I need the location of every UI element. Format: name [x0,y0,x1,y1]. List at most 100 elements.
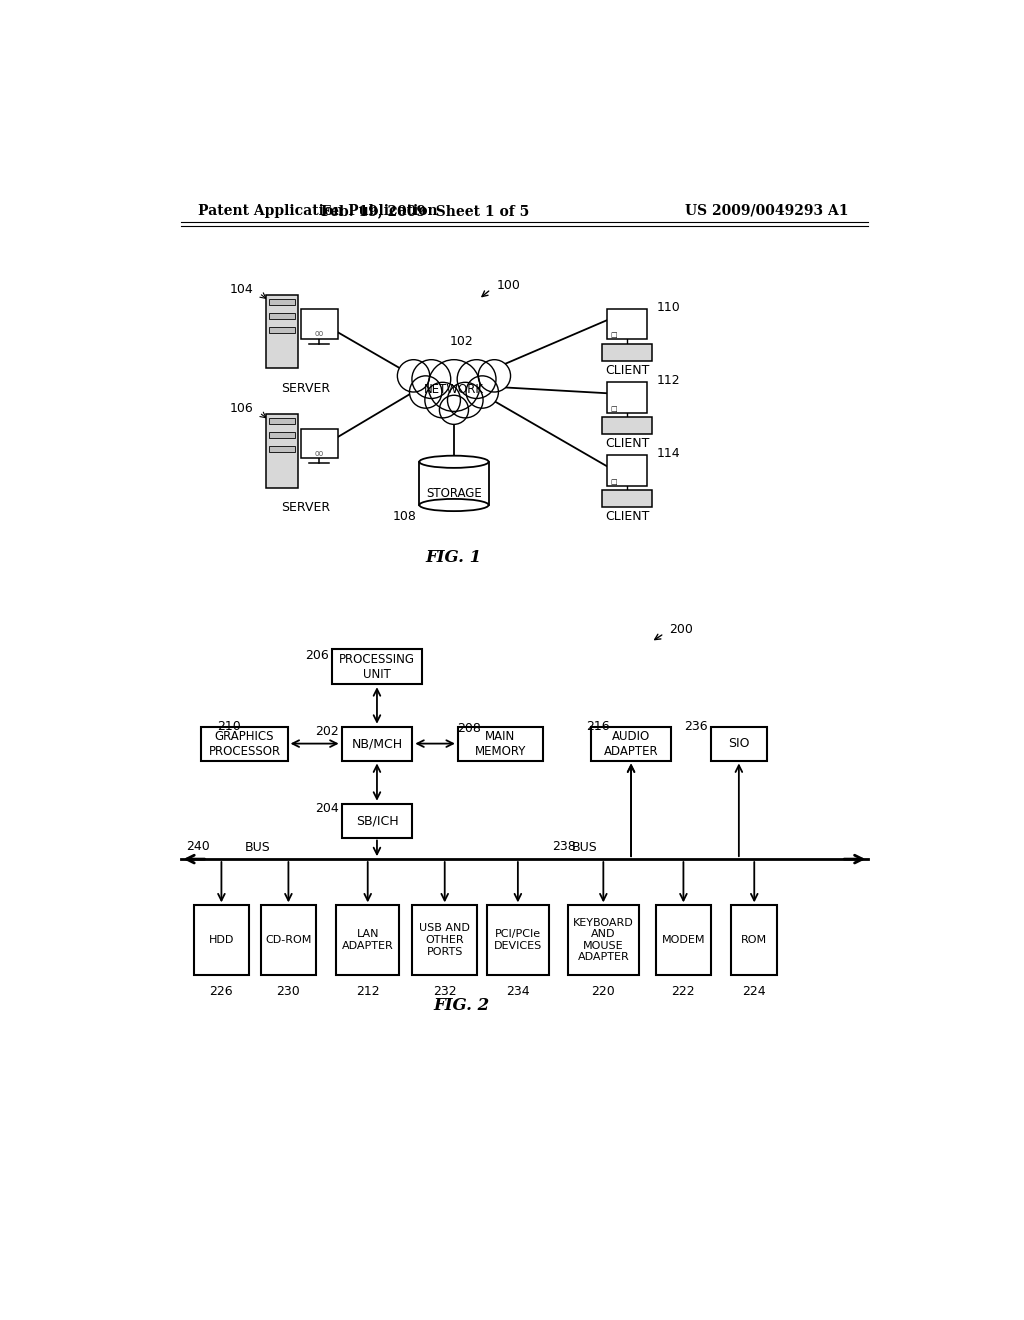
Text: 114: 114 [656,446,680,459]
Text: ROM: ROM [741,935,767,945]
Text: 238: 238 [553,840,577,853]
Text: 222: 222 [672,985,695,998]
Text: USB AND
OTHER
PORTS: USB AND OTHER PORTS [419,924,470,957]
Text: 212: 212 [356,985,380,998]
Bar [269,432,295,438]
Text: 216: 216 [587,721,610,733]
Text: STORAGE: STORAGE [426,487,482,500]
Bar [269,313,295,319]
Text: 232: 232 [433,985,457,998]
Text: SB/ICH: SB/ICH [355,814,398,828]
Text: 208: 208 [457,722,481,735]
Text: 226: 226 [210,985,233,998]
Text: KEYBOARD
AND
MOUSE
ADAPTER: KEYBOARD AND MOUSE ADAPTER [573,917,634,962]
Text: 206: 206 [305,648,330,661]
Text: 210: 210 [217,721,241,733]
Bar [342,726,413,760]
Bar [655,906,711,974]
Circle shape [412,359,451,399]
Text: 220: 220 [592,985,615,998]
Bar [269,446,295,453]
Text: NETWORK: NETWORK [424,383,484,396]
Bar [266,296,298,368]
Text: SIO: SIO [728,737,750,750]
Circle shape [428,359,480,412]
Text: 110: 110 [656,301,680,314]
Text: 112: 112 [656,374,680,387]
Bar [602,417,652,434]
Text: US 2009/0049293 A1: US 2009/0049293 A1 [685,203,849,218]
Circle shape [397,359,430,392]
Text: oo: oo [314,449,324,458]
Text: oo: oo [314,330,324,338]
Text: 106: 106 [230,403,254,416]
Ellipse shape [419,499,488,511]
Bar [731,906,777,974]
Text: MAIN
MEMORY: MAIN MEMORY [474,730,526,758]
Text: Feb. 19, 2009  Sheet 1 of 5: Feb. 19, 2009 Sheet 1 of 5 [321,203,528,218]
Bar [336,906,399,974]
Bar [269,326,295,333]
Text: AUDIO
ADAPTER: AUDIO ADAPTER [604,730,658,758]
Text: NB/MCH: NB/MCH [351,737,402,750]
Text: Patent Application Publication: Patent Application Publication [199,203,438,218]
Bar [412,906,477,974]
Circle shape [410,376,441,408]
Text: 230: 230 [276,985,300,998]
Text: 204: 204 [314,801,339,814]
Text: □: □ [610,333,616,338]
Text: □: □ [610,479,616,484]
Text: LAN
ADAPTER: LAN ADAPTER [342,929,393,950]
Bar [419,462,488,506]
Circle shape [425,383,461,418]
Bar [194,906,249,974]
Text: 200: 200 [670,623,693,636]
Text: CD-ROM: CD-ROM [265,935,311,945]
Text: SERVER: SERVER [281,381,330,395]
Bar [266,414,298,487]
Text: 104: 104 [230,282,254,296]
Circle shape [447,383,483,418]
Text: CLIENT: CLIENT [605,511,649,523]
Text: 100: 100 [497,279,520,292]
Bar [458,726,543,760]
Bar [607,381,647,412]
Text: 236: 236 [684,721,708,733]
Text: FIG. 2: FIG. 2 [433,997,489,1014]
Bar [261,906,316,974]
Text: □: □ [610,405,616,412]
Text: CLIENT: CLIENT [605,364,649,378]
Text: BUS: BUS [572,841,598,854]
Bar [607,309,647,339]
Circle shape [478,359,511,392]
Circle shape [439,395,469,424]
Text: 234: 234 [506,985,529,998]
Bar [202,726,288,760]
Circle shape [457,359,496,399]
Text: PROCESSING
UNIT: PROCESSING UNIT [339,652,415,681]
Text: MODEM: MODEM [662,935,706,945]
Text: 108: 108 [393,510,417,523]
Text: CLIENT: CLIENT [605,437,649,450]
Text: PCI/PCIe
DEVICES: PCI/PCIe DEVICES [494,929,542,950]
Text: SERVER: SERVER [281,502,330,513]
Bar [602,490,652,507]
Bar [301,429,338,458]
Bar [591,726,672,760]
Text: FIG. 1: FIG. 1 [426,549,482,566]
Text: HDD: HDD [209,935,234,945]
Ellipse shape [419,455,488,467]
Bar [301,309,338,339]
Bar [487,906,549,974]
Bar [269,418,295,425]
Text: 224: 224 [742,985,766,998]
Bar [711,726,767,760]
Text: 102: 102 [451,335,474,348]
Circle shape [466,376,499,408]
Text: BUS: BUS [245,841,270,854]
Bar [342,804,413,838]
Text: 202: 202 [314,725,339,738]
Bar [269,298,295,305]
Text: GRAPHICS
PROCESSOR: GRAPHICS PROCESSOR [209,730,281,758]
Text: 240: 240 [186,840,210,853]
